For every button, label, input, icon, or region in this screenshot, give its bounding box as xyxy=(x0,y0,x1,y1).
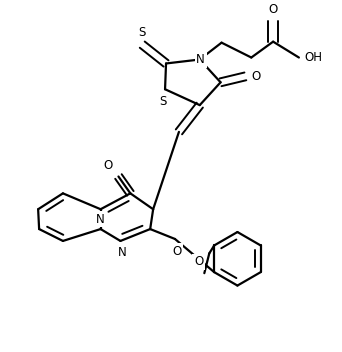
Text: N: N xyxy=(118,246,127,259)
Text: O: O xyxy=(194,255,203,268)
Text: O: O xyxy=(268,3,278,16)
Text: N: N xyxy=(96,213,105,226)
Text: O: O xyxy=(103,158,113,171)
Text: O: O xyxy=(172,245,182,258)
Text: O: O xyxy=(251,70,261,83)
Text: S: S xyxy=(159,95,167,108)
Text: N: N xyxy=(196,53,205,66)
Text: OH: OH xyxy=(305,51,323,64)
Text: S: S xyxy=(139,26,146,39)
